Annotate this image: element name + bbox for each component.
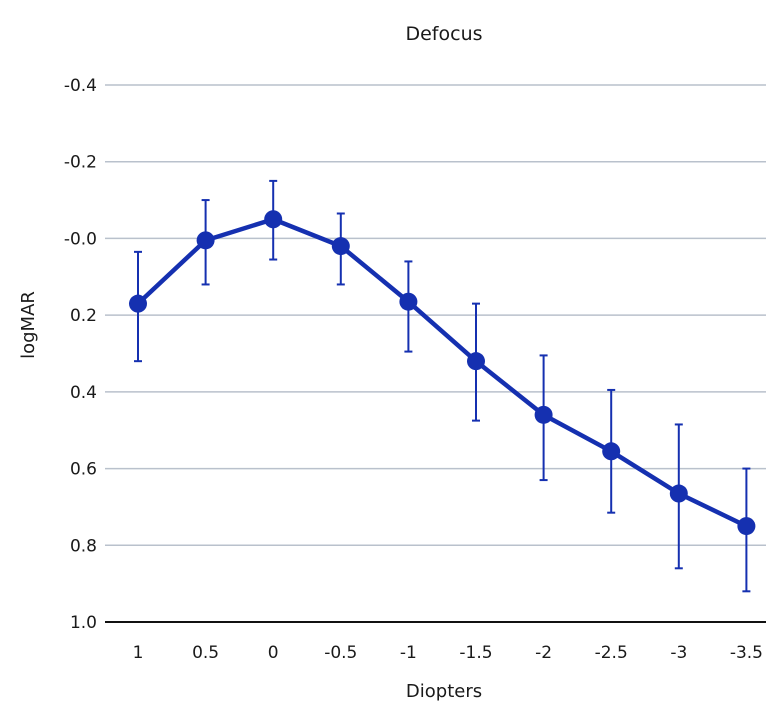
data-point xyxy=(737,517,756,536)
y-tick-label: -0.4 xyxy=(64,76,97,96)
y-tick-label: -0.2 xyxy=(64,153,97,173)
y-axis-label: logMAR xyxy=(18,291,39,359)
x-axis-label: Diopters xyxy=(406,681,482,702)
y-tick-label: -0.0 xyxy=(64,229,97,249)
data-point xyxy=(399,292,418,311)
data-point xyxy=(196,231,215,250)
y-tick-label: 0.2 xyxy=(70,306,97,326)
y-tick-label: 0.4 xyxy=(70,383,97,403)
x-tick-label: -2 xyxy=(535,643,552,663)
x-tick-label: -2.5 xyxy=(595,643,628,663)
series-line xyxy=(136,217,748,529)
y-tick-label: 1.0 xyxy=(70,613,97,633)
x-tick-label: -1.5 xyxy=(459,643,492,663)
x-axis-ticks: 1 0.5 0 -0.5 -1 -1.5 -2 -2.5 -3 -3.5 xyxy=(133,643,763,663)
x-tick-label: 0.5 xyxy=(192,643,219,663)
x-tick-label: 1 xyxy=(133,643,144,663)
data-point xyxy=(331,237,350,256)
error-bars xyxy=(134,179,751,593)
data-point xyxy=(467,352,485,371)
data-point xyxy=(264,210,283,229)
x-tick-label: -1 xyxy=(400,643,417,663)
data-point xyxy=(669,484,688,503)
x-tick-label: -3 xyxy=(670,643,687,663)
y-tick-label: 0.8 xyxy=(70,536,97,556)
y-axis-ticks: -0.4 -0.2 -0.0 0.2 0.4 0.6 0.8 1.0 xyxy=(64,76,97,633)
data-points xyxy=(129,210,756,536)
x-tick-label: -3.5 xyxy=(730,643,763,663)
gridlines xyxy=(105,84,766,623)
x-tick-label: 0 xyxy=(268,643,279,663)
data-point xyxy=(602,442,621,461)
data-point xyxy=(129,294,147,313)
data-point xyxy=(534,405,553,424)
y-tick-label: 0.6 xyxy=(70,460,97,480)
x-tick-label: -0.5 xyxy=(324,643,357,663)
chart-title: Defocus xyxy=(405,23,482,45)
